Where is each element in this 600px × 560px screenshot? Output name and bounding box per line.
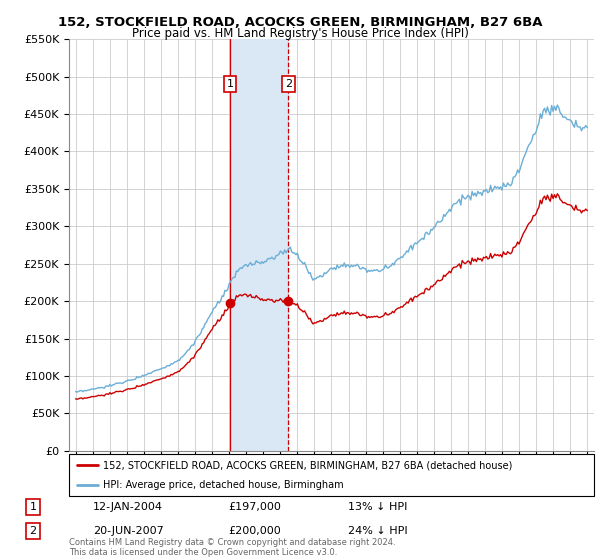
Text: 1: 1 xyxy=(29,502,37,512)
Text: 2: 2 xyxy=(29,526,37,536)
FancyBboxPatch shape xyxy=(69,454,594,496)
Text: £197,000: £197,000 xyxy=(228,502,281,512)
Text: Contains HM Land Registry data © Crown copyright and database right 2024.
This d: Contains HM Land Registry data © Crown c… xyxy=(69,538,395,557)
Text: 20-JUN-2007: 20-JUN-2007 xyxy=(93,526,164,536)
Text: 152, STOCKFIELD ROAD, ACOCKS GREEN, BIRMINGHAM, B27 6BA: 152, STOCKFIELD ROAD, ACOCKS GREEN, BIRM… xyxy=(58,16,542,29)
Text: £200,000: £200,000 xyxy=(228,526,281,536)
Text: Price paid vs. HM Land Registry's House Price Index (HPI): Price paid vs. HM Land Registry's House … xyxy=(131,27,469,40)
Text: 1: 1 xyxy=(226,79,233,89)
Text: 13% ↓ HPI: 13% ↓ HPI xyxy=(348,502,407,512)
Text: HPI: Average price, detached house, Birmingham: HPI: Average price, detached house, Birm… xyxy=(103,480,344,490)
Bar xyxy=(230,39,289,451)
Text: 12-JAN-2004: 12-JAN-2004 xyxy=(93,502,163,512)
Text: 2: 2 xyxy=(285,79,292,89)
Text: 24% ↓ HPI: 24% ↓ HPI xyxy=(348,526,407,536)
Text: 152, STOCKFIELD ROAD, ACOCKS GREEN, BIRMINGHAM, B27 6BA (detached house): 152, STOCKFIELD ROAD, ACOCKS GREEN, BIRM… xyxy=(103,460,512,470)
